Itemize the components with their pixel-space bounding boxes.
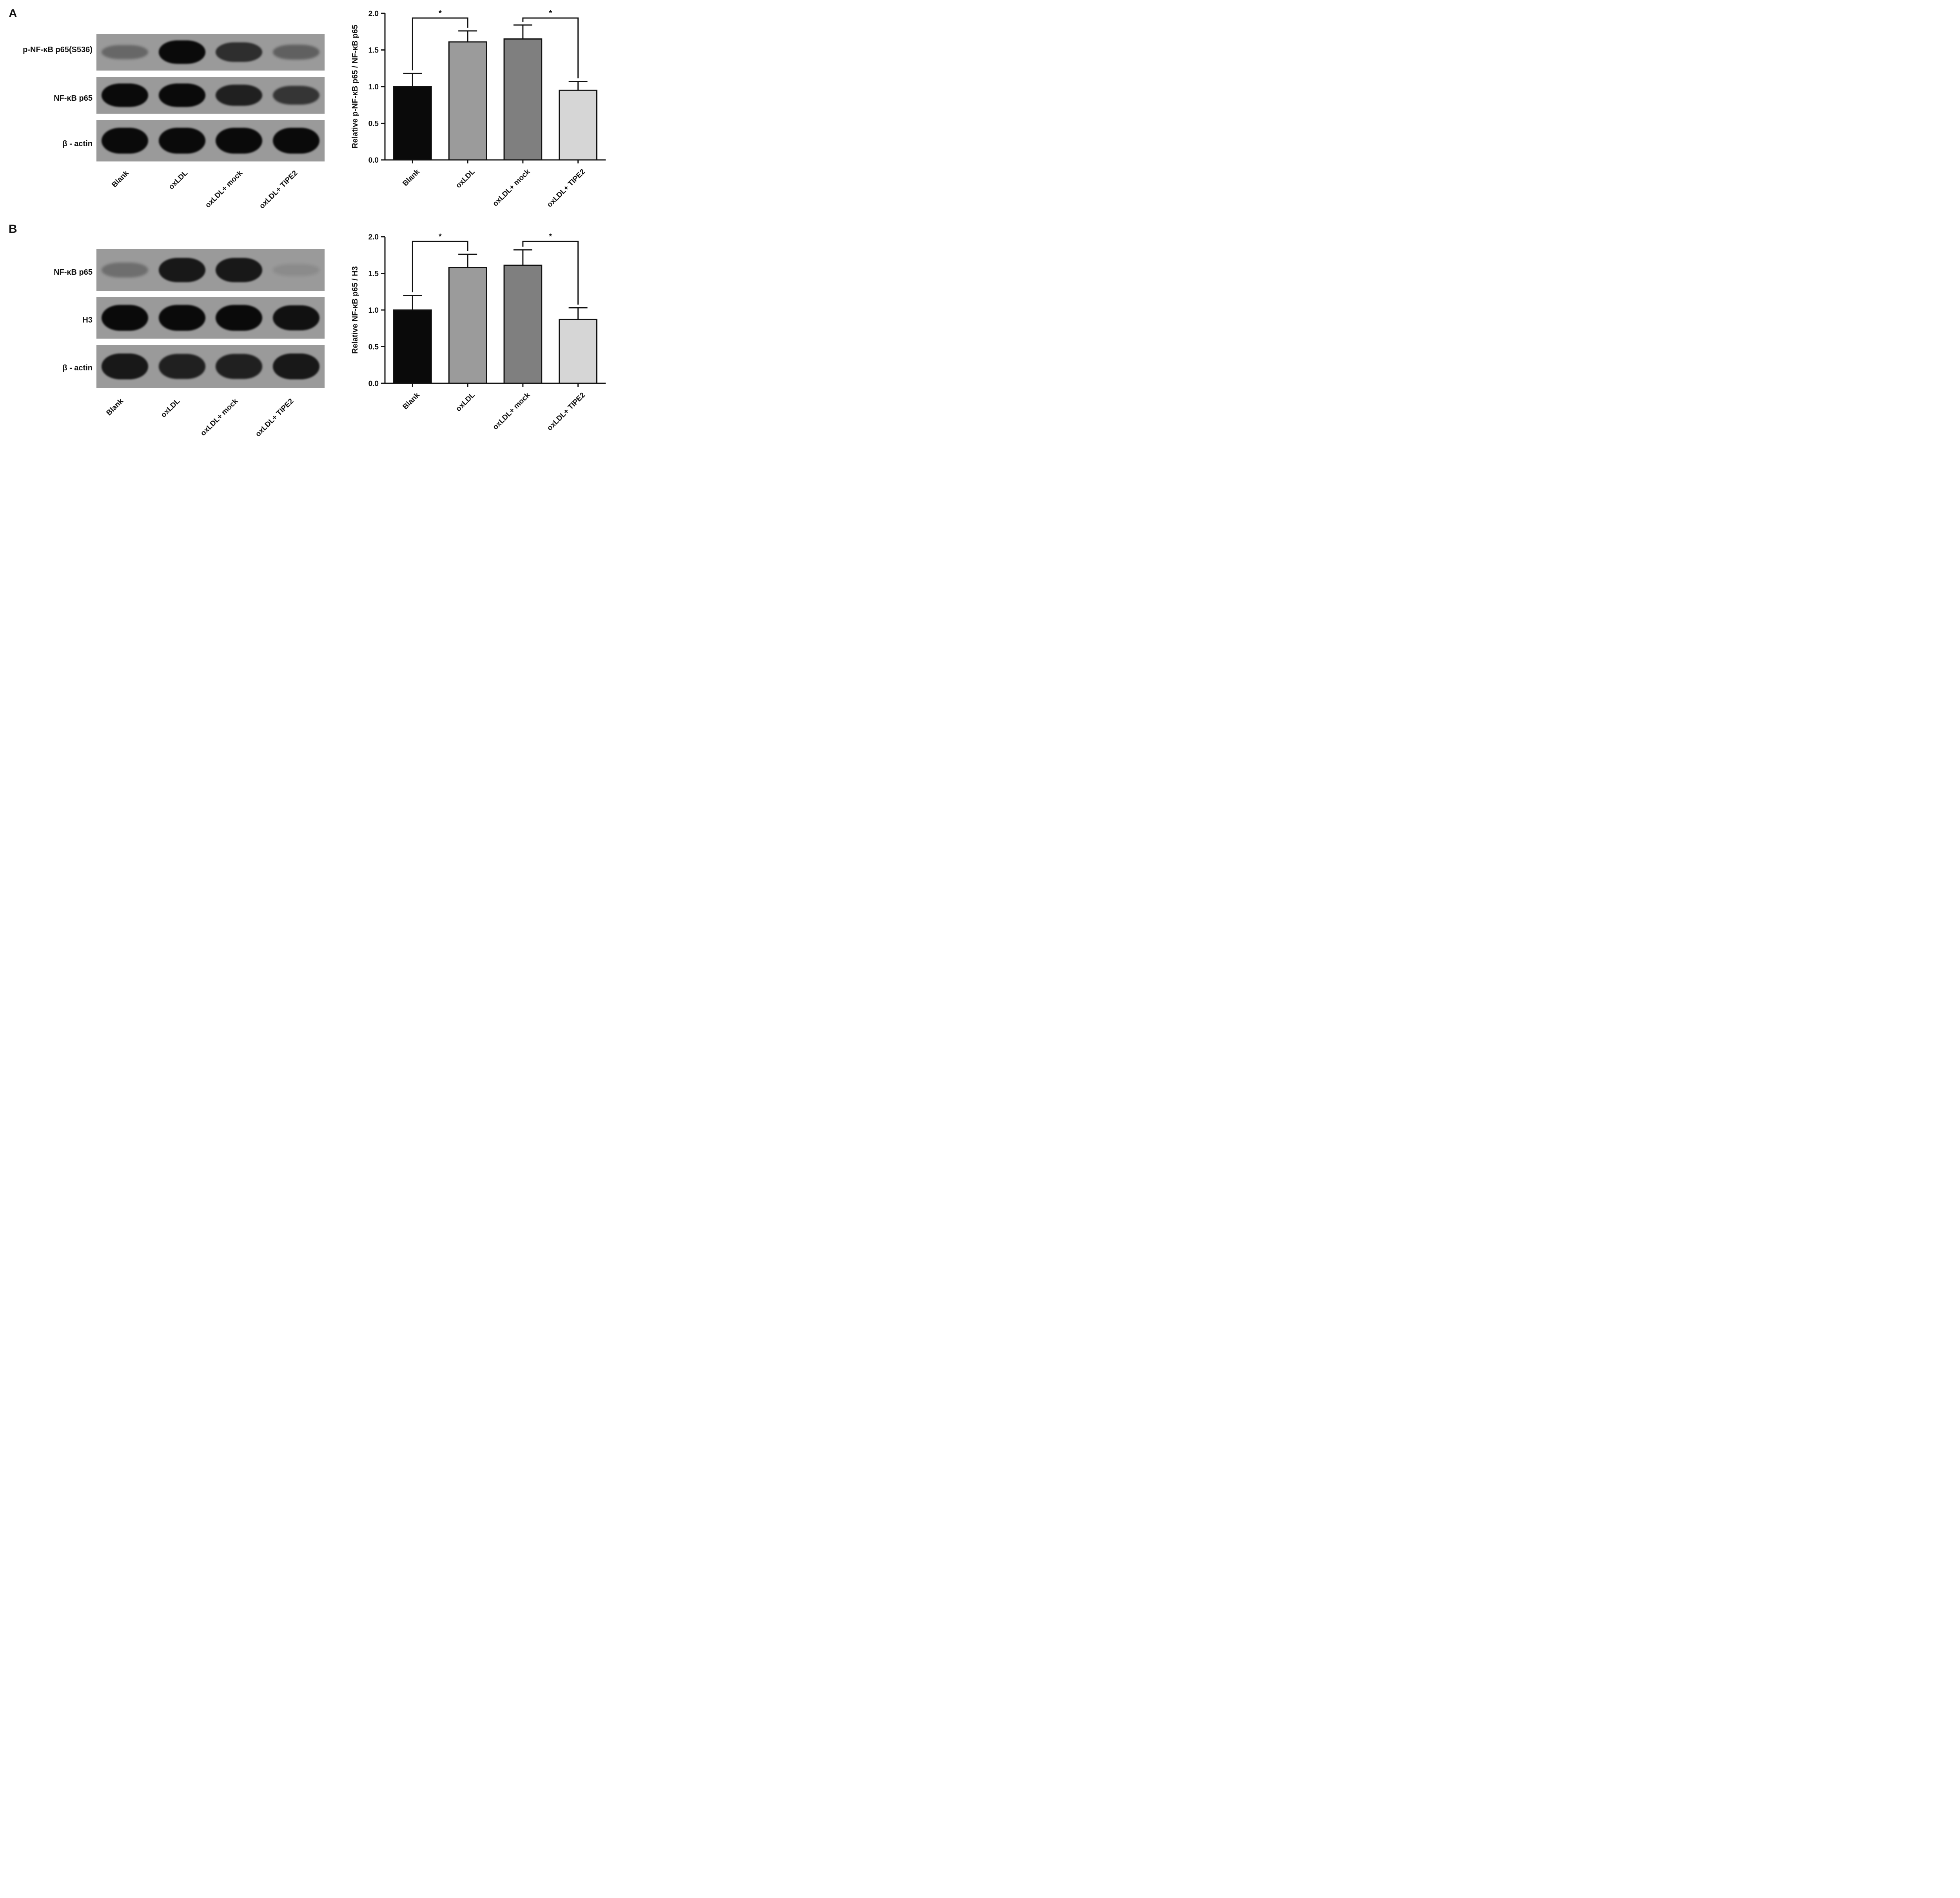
blot-strip	[96, 120, 325, 161]
bar	[393, 309, 432, 384]
blot-band	[158, 354, 205, 379]
blot-strip	[96, 297, 325, 339]
bar-chart-b: 0.0 0.5 1.0 1.5 2.0 Relative NF-κB p65 / H3 Bl…	[351, 232, 606, 433]
significance-bracket	[522, 241, 579, 305]
y-tick-label: 0.5	[368, 343, 379, 352]
y-tick-label: 1.5	[368, 47, 379, 55]
blot-band	[158, 40, 205, 64]
y-axis-label: Relative NF-κB p65 / H3	[351, 266, 359, 353]
blot-band	[216, 354, 263, 379]
blot-label: NF-κB p65	[54, 94, 93, 103]
blot-band	[102, 262, 149, 278]
y-tick-label: 1.0	[368, 83, 379, 91]
blot-label: β - actin	[62, 140, 93, 148]
y-tick-label: 1.5	[368, 270, 379, 278]
y-tick-label: 2.0	[368, 10, 379, 18]
blot-label: H3	[82, 316, 93, 324]
blot-band	[158, 127, 205, 154]
blot-band	[272, 264, 319, 276]
x-tick-label: oxLDL+ mock	[491, 391, 532, 431]
blot-band	[216, 305, 263, 331]
y-tick-label: 2.0	[368, 233, 379, 241]
significance-marker: *	[439, 232, 442, 241]
significance-bracket	[412, 17, 468, 71]
bar	[559, 89, 597, 161]
x-tick-label: Blank	[401, 391, 422, 411]
blot-strip	[96, 77, 325, 114]
blot-band	[216, 85, 263, 106]
blot-band	[158, 305, 205, 331]
bar	[393, 86, 432, 161]
blot-strip	[96, 34, 325, 71]
bar-chart-a: 0.0 0.5 1.0 1.5 2.0 Relative p-NF-κB p65 / NF…	[351, 9, 606, 209]
blot-band	[158, 257, 205, 283]
bar	[503, 265, 543, 384]
blot-band	[216, 257, 263, 283]
y-tick-label: 0.0	[368, 380, 379, 388]
x-tick-label: oxLDL	[454, 391, 477, 413]
significance-bracket	[412, 241, 468, 292]
y-tick-label: 1.0	[368, 306, 379, 315]
blot-band	[272, 353, 319, 379]
blot-strip	[96, 345, 325, 388]
x-tick-label: oxLDL+ TIPE2	[546, 391, 587, 433]
y-tick-label: 0.5	[368, 120, 379, 128]
bar	[448, 267, 487, 384]
blot-band	[272, 127, 319, 154]
bar	[448, 41, 487, 161]
y-axis-label: Relative p-NF-κB p65 / NF-κB p65	[351, 25, 359, 149]
blot-band	[272, 85, 319, 105]
blot-band	[272, 45, 319, 60]
blot-label: NF-κB p65	[54, 268, 93, 277]
blot-band	[102, 305, 149, 331]
y-tick-label: 0.0	[368, 156, 379, 165]
significance-marker: *	[439, 9, 442, 18]
blot-band	[102, 45, 149, 59]
bar	[559, 319, 597, 384]
panel-letter-a: A	[9, 7, 17, 20]
blot-band	[102, 83, 149, 107]
blot-strip	[96, 249, 325, 291]
blot-band	[216, 127, 263, 154]
significance-bracket	[522, 17, 579, 78]
significance-marker: *	[549, 232, 552, 241]
blot-label: β - actin	[62, 364, 93, 372]
panel-letter-b: B	[9, 223, 17, 236]
blot-band	[102, 353, 149, 379]
blot-label: p-NF-κB p65(S536)	[23, 45, 93, 54]
blot-band	[272, 305, 319, 331]
blot-band	[102, 127, 149, 154]
blot-band	[158, 83, 205, 107]
significance-marker: *	[549, 9, 552, 18]
blot-band	[216, 42, 263, 62]
